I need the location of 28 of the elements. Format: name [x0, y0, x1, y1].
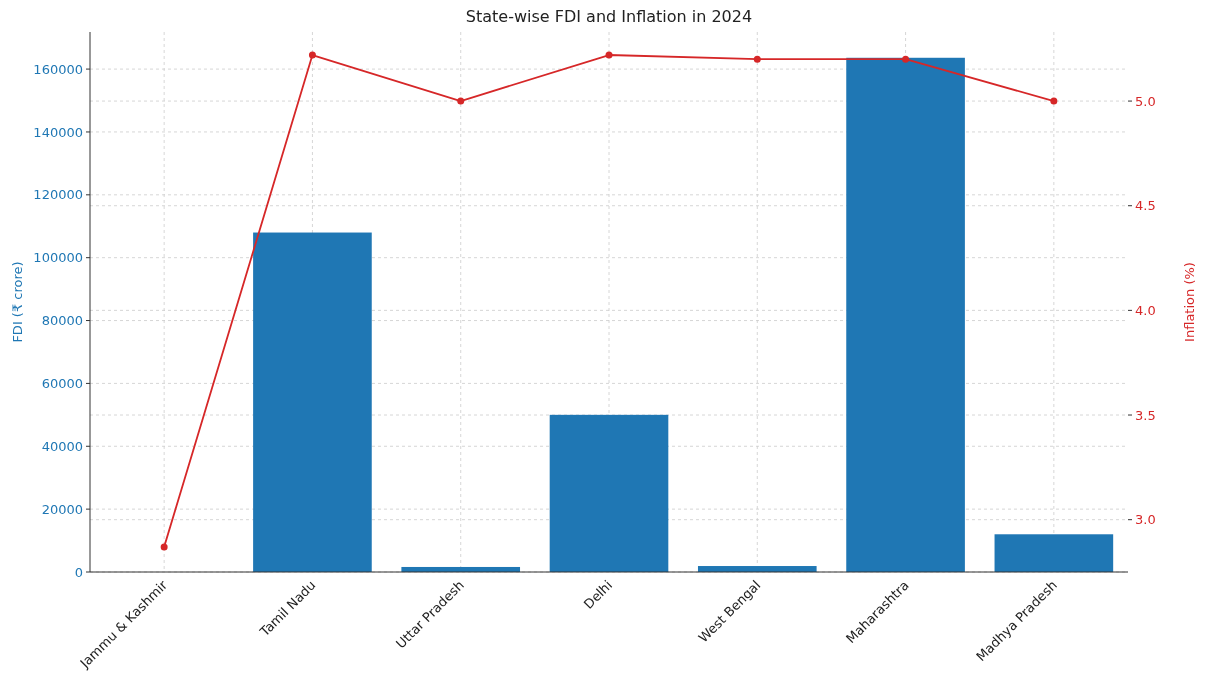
y-tick-label: 160000 — [33, 61, 83, 77]
y2-tick-label: 4.0 — [1135, 302, 1156, 318]
y-axis-title: FDI (₹ crore) — [10, 261, 25, 343]
bar — [253, 232, 372, 572]
point — [902, 55, 910, 63]
bar — [846, 57, 965, 572]
point — [605, 51, 613, 59]
y2-axis-title: Inflation (%) — [1182, 262, 1197, 342]
point — [1050, 97, 1058, 105]
y2-tick-label: 3.5 — [1135, 407, 1156, 423]
y2-tick-label: 4.5 — [1135, 198, 1156, 214]
y2-tick-label: 3.0 — [1135, 512, 1156, 528]
bar — [549, 414, 669, 572]
y-tick-label: 100000 — [33, 250, 83, 266]
point — [308, 51, 316, 59]
chart-title: State-wise FDI and Inflation in 2024 — [465, 7, 753, 26]
bar — [994, 534, 1114, 572]
y-tick-label: 140000 — [33, 124, 83, 140]
y-tick-label: 80000 — [41, 313, 83, 329]
y-tick-label: 40000 — [41, 438, 83, 454]
point — [160, 543, 168, 551]
y-tick-label: 20000 — [41, 501, 83, 517]
y-tick-label: 60000 — [41, 375, 83, 391]
y2-tick-label: 5.0 — [1135, 93, 1156, 109]
y-tick-label: 0 — [74, 564, 83, 580]
y-tick-label: 120000 — [33, 187, 83, 203]
point — [753, 55, 761, 63]
point — [457, 97, 465, 105]
